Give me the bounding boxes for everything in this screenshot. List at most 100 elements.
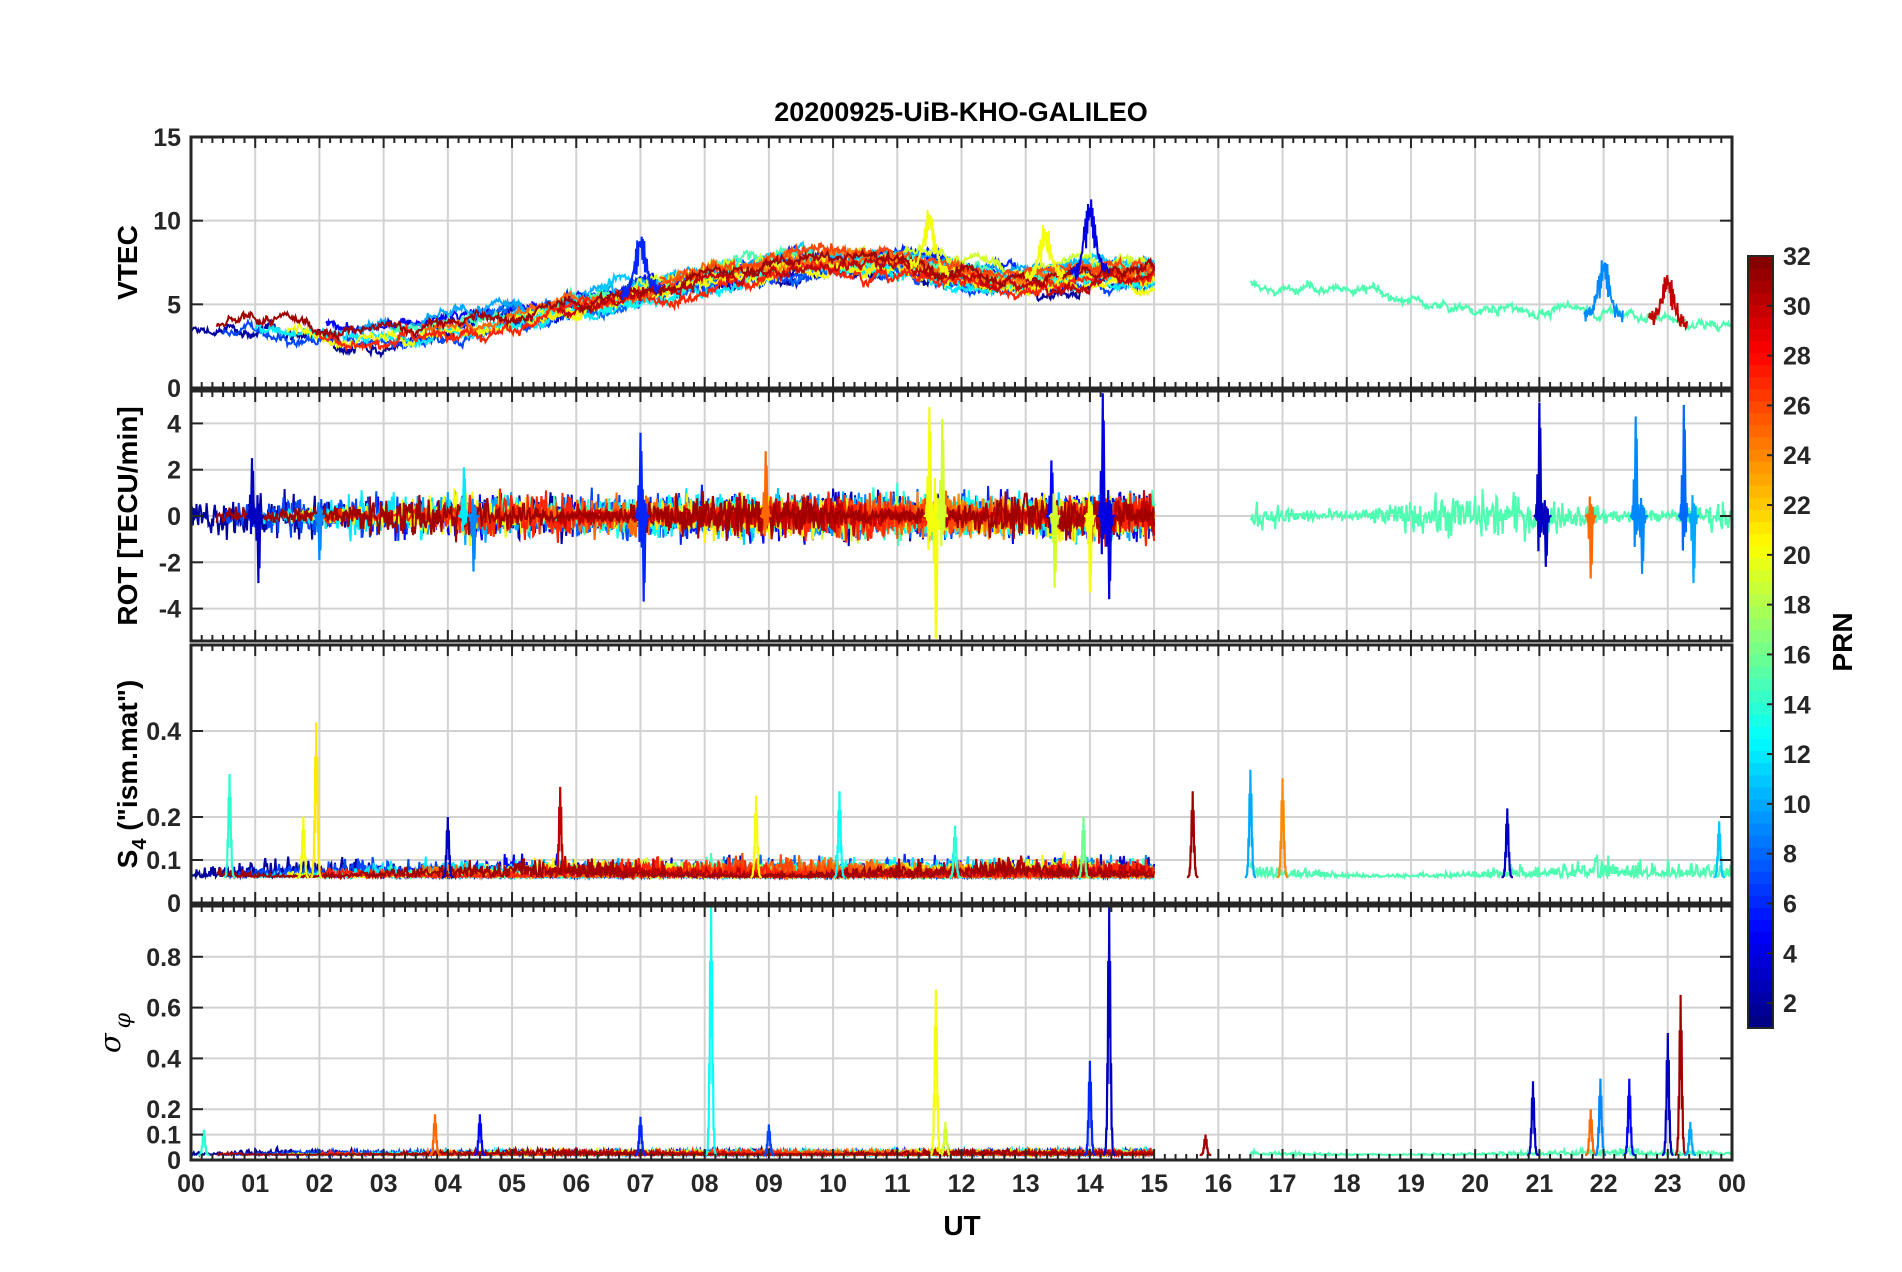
colorbar-tick-label: 26 [1783,392,1811,420]
colorbar-tick-label: 4 [1783,940,1797,968]
spike-prn-19 [1048,493,1061,588]
colorbar-swatch [1748,955,1773,969]
colorbar-swatch [1748,810,1773,824]
x-axis: 00 01 02 03 04 05 06 07 08 09 10 11 12 13 14 15 16 17 18 19… [177,1170,1746,1198]
spike-prn-19 [939,1121,952,1156]
colorbar-swatch [1748,256,1773,269]
spike-prn-3 [1540,500,1552,567]
spike-prn-13 [705,906,718,1156]
burst-prn-6 [620,236,661,301]
data-traces [191,199,1732,359]
colorbar-swatch [1748,678,1773,691]
y-tick-label: 0.1 [146,847,181,875]
spike-prn-25 [1585,496,1597,579]
colorbar-swatch [1748,280,1773,293]
y-tick-label: 0.4 [146,1045,181,1073]
colorbar-swatch [1748,883,1773,896]
colorbar-swatch [1748,859,1773,872]
colorbar-swatch [1748,593,1773,607]
y-tick-label: 0.2 [146,1096,181,1124]
x-tick-label: 03 [370,1170,398,1198]
burst-prn-20 [1024,224,1066,282]
spike-prn-31 [1186,791,1199,879]
colorbar-swatch [1748,919,1773,933]
trace-prn-27 [318,258,1155,353]
x-tick-label: 07 [627,1170,655,1198]
colorbar-tick-label: 28 [1783,343,1811,371]
data-traces [191,722,1732,882]
colorbar-swatch [1748,979,1773,993]
spike-prn-14 [198,1129,210,1156]
colorbar-swatch [1748,304,1773,317]
y-tick-label: 0.4 [146,718,181,746]
spike-prn-20 [1084,492,1096,593]
colorbar-swatch [1748,835,1773,848]
x-tick-label: 22 [1590,1170,1618,1198]
colorbar-swatch [1748,509,1773,522]
spike-prn-6 [1084,1060,1096,1156]
x-tick-label: 19 [1397,1170,1425,1198]
spike-prn-4 [1103,489,1115,600]
colorbar-frame [1747,255,1774,1029]
colorbar-swatch [1748,473,1773,486]
colorbar-swatch [1748,533,1773,547]
spike-prn-3 [1527,1081,1539,1156]
x-tick-label: 18 [1333,1170,1361,1198]
colorbar-swatch [1748,388,1773,402]
x-tick-label: 00 [177,1170,205,1198]
colorbar-tick-label: 6 [1783,890,1797,918]
colorbar-swatch [1748,738,1773,752]
spike-prn-24 [1276,778,1289,879]
y-tick-label: 4 [167,410,181,438]
colorbar-swatch [1748,991,1773,1005]
spike-prn-16 [1077,816,1090,879]
colorbar-swatch [1748,822,1773,836]
panel-s4: 0 0.1 0.2 0.4S4 ("ism.mat") [112,643,1734,918]
y-axis-label: σφ [93,1012,136,1053]
x-tick-label: 00 [1718,1170,1746,1198]
x-tick-label: 10 [819,1170,847,1198]
colorbar-swatch [1748,907,1773,921]
x-tick-label: 04 [434,1170,462,1198]
spike-prn-7 [763,1124,775,1156]
colorbar-swatch [1748,714,1773,728]
colorbar-swatch [1748,292,1773,305]
spike-prn-11 [1713,821,1725,879]
colorbar-tick-label: 20 [1783,542,1811,570]
colorbar-swatch [1748,461,1773,474]
colorbar-swatch [1748,605,1773,619]
trace-prn-15 [1249,854,1732,881]
x-tick-label: 11 [884,1170,911,1198]
panel-vtec: 0 5 10 15 VTEC [112,124,1734,403]
trace-prn-2 [191,304,578,359]
burst-prn-9 [1583,260,1624,323]
colorbar-swatch [1748,666,1773,679]
colorbar-tick-label: 10 [1783,791,1811,819]
x-axis-label: UT [943,1210,980,1241]
x-ticks [190,906,1733,1160]
spike-prn-25 [429,1114,441,1156]
spike-prn-3 [1501,808,1513,879]
spike-prn-20 [297,816,310,879]
y-tick-label: 15 [153,124,181,152]
x-tick-label: 15 [1140,1170,1168,1198]
colorbar-swatch [1748,617,1773,631]
spike-prn-19 [936,418,948,547]
spike-prn-9 [313,502,326,561]
y-tick-label: 0.2 [146,804,181,832]
y-tick-label: 10 [153,208,181,236]
colorbar-swatch [1748,1015,1773,1029]
spike-prn-13 [833,791,846,879]
x-tick-label: 06 [562,1170,590,1198]
spike-prn-20 [750,795,762,879]
colorbar-swatch [1748,774,1773,788]
spike-prn-3 [442,816,454,879]
colorbar-tick-label: 8 [1783,841,1797,869]
colorbar-swatch [1748,557,1773,571]
spike-prn-25 [759,451,772,537]
burst-prn-4 [1070,199,1111,280]
spike-prn-30 [554,786,566,879]
burst-prn-30 [1647,275,1689,332]
